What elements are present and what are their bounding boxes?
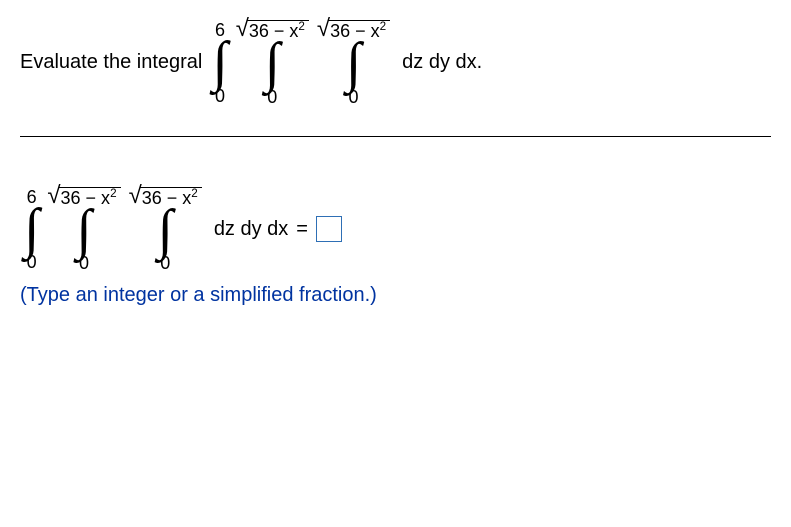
integral-2: √ 36 − x2 ∫ 0: [236, 20, 309, 106]
int1-lower: 0: [215, 87, 225, 105]
ans-int3-lower: 0: [160, 254, 170, 272]
section-divider: [20, 136, 771, 137]
ans-integral-3: √ 36 − x2 ∫ 0: [129, 187, 202, 273]
prompt-text: Evaluate the integral: [20, 51, 202, 74]
answer-input-box[interactable]: [316, 216, 342, 242]
ans-integral-sign-2: ∫: [76, 207, 91, 255]
ans-integral-2: √ 36 − x2 ∫ 0: [47, 187, 120, 273]
integral-3: √ 36 − x2 ∫ 0: [317, 20, 390, 106]
answer-instruction: (Type an integer or a simplified fractio…: [20, 284, 771, 307]
int3-lower: 0: [349, 88, 359, 106]
differentials-top: dz dy dx.: [402, 51, 482, 74]
differentials-answer: dz dy dx: [214, 218, 288, 241]
integral-1: 6 ∫ 0: [212, 21, 227, 105]
ans-int2-lower: 0: [79, 254, 89, 272]
int2-lower: 0: [267, 88, 277, 106]
integral-sign-1: ∫: [212, 39, 227, 87]
equals-sign: =: [296, 218, 308, 241]
integral-sign-2: ∫: [265, 40, 280, 88]
integral-sign-3: ∫: [346, 40, 361, 88]
ans-integral-sign-1: ∫: [24, 206, 39, 254]
ans-integral-1: 6 ∫ 0: [24, 188, 39, 272]
ans-integral-sign-3: ∫: [158, 207, 173, 255]
problem-statement: Evaluate the integral 6 ∫ 0 √ 36 − x2 ∫ …: [20, 20, 771, 106]
ans-int1-lower: 0: [27, 253, 37, 271]
answer-expression: 6 ∫ 0 √ 36 − x2 ∫ 0 √ 36 − x2 ∫ 0 dz dy …: [20, 187, 771, 273]
